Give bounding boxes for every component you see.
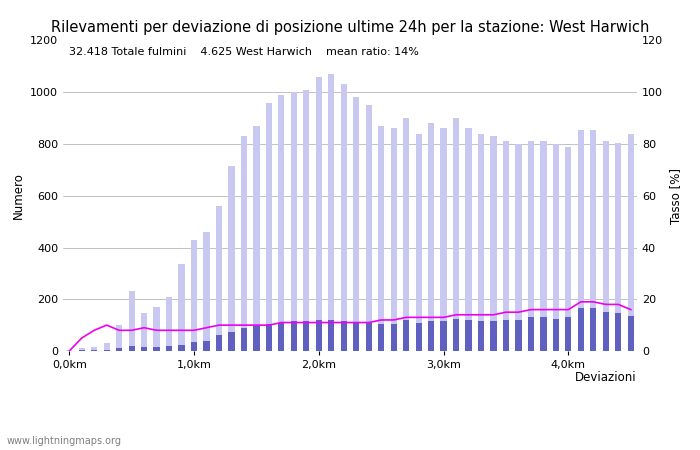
Bar: [515, 144, 522, 351]
Bar: [466, 320, 472, 351]
Bar: [540, 317, 547, 351]
Bar: [116, 348, 122, 351]
Bar: [590, 308, 596, 351]
Bar: [578, 130, 584, 351]
Bar: [353, 323, 359, 351]
Bar: [290, 92, 297, 351]
Bar: [216, 206, 222, 351]
Bar: [391, 129, 397, 351]
Bar: [253, 126, 260, 351]
Bar: [440, 129, 447, 351]
Bar: [328, 320, 335, 351]
Bar: [178, 345, 185, 351]
Bar: [628, 316, 634, 351]
Title: Rilevamenti per deviazione di posizione ultime 24h per la stazione: West Harwich: Rilevamenti per deviazione di posizione …: [51, 20, 649, 35]
Bar: [515, 320, 522, 351]
Y-axis label: Numero: Numero: [11, 172, 25, 219]
Bar: [290, 321, 297, 351]
Bar: [316, 320, 322, 351]
Bar: [328, 74, 335, 351]
Bar: [204, 341, 209, 351]
Bar: [178, 264, 185, 351]
Bar: [166, 297, 172, 351]
Bar: [528, 141, 534, 351]
Bar: [491, 136, 496, 351]
Bar: [453, 118, 459, 351]
Bar: [503, 141, 509, 351]
Bar: [91, 350, 97, 351]
Bar: [129, 346, 134, 351]
Bar: [241, 328, 247, 351]
Bar: [416, 134, 421, 351]
Bar: [453, 319, 459, 351]
Bar: [153, 307, 160, 351]
Bar: [615, 143, 622, 351]
Bar: [129, 292, 134, 351]
Bar: [116, 325, 122, 351]
Bar: [553, 319, 559, 351]
Bar: [365, 105, 372, 351]
Bar: [266, 324, 272, 351]
Bar: [378, 126, 384, 351]
Bar: [578, 308, 584, 351]
Bar: [153, 347, 160, 351]
Bar: [503, 320, 509, 351]
Y-axis label: Tasso [%]: Tasso [%]: [668, 168, 682, 224]
Bar: [403, 320, 410, 351]
Bar: [266, 103, 272, 351]
Bar: [590, 130, 596, 351]
Bar: [241, 136, 247, 351]
Bar: [428, 123, 434, 351]
Bar: [303, 321, 309, 351]
Bar: [303, 90, 309, 351]
Bar: [204, 232, 209, 351]
Bar: [279, 95, 284, 351]
Bar: [478, 134, 484, 351]
Bar: [341, 321, 347, 351]
Text: www.lightningmaps.org: www.lightningmaps.org: [7, 436, 122, 446]
Bar: [216, 336, 222, 351]
Bar: [440, 321, 447, 351]
Bar: [378, 324, 384, 351]
Bar: [253, 326, 260, 351]
Bar: [78, 348, 85, 351]
Bar: [603, 312, 609, 351]
Bar: [466, 129, 472, 351]
Bar: [316, 76, 322, 351]
Bar: [540, 141, 547, 351]
Bar: [353, 97, 359, 351]
Bar: [104, 343, 110, 351]
Bar: [416, 323, 421, 351]
Bar: [428, 321, 434, 351]
Bar: [91, 347, 97, 351]
Bar: [566, 317, 571, 351]
Bar: [403, 118, 410, 351]
Bar: [141, 314, 147, 351]
Bar: [228, 332, 235, 351]
Bar: [615, 314, 622, 351]
Bar: [141, 347, 147, 351]
Bar: [491, 321, 496, 351]
Bar: [166, 346, 172, 351]
Text: Deviazioni: Deviazioni: [575, 371, 637, 384]
Bar: [566, 147, 571, 351]
Bar: [191, 240, 197, 351]
Text: 32.418 Totale fulmini    4.625 West Harwich    mean ratio: 14%: 32.418 Totale fulmini 4.625 West Harwich…: [69, 47, 419, 57]
Bar: [365, 323, 372, 351]
Bar: [279, 323, 284, 351]
Bar: [341, 85, 347, 351]
Bar: [603, 141, 609, 351]
Bar: [104, 350, 110, 351]
Bar: [553, 144, 559, 351]
Bar: [478, 321, 484, 351]
Bar: [191, 342, 197, 351]
Bar: [528, 317, 534, 351]
Bar: [391, 324, 397, 351]
Bar: [628, 134, 634, 351]
Bar: [228, 166, 235, 351]
Bar: [66, 350, 72, 351]
